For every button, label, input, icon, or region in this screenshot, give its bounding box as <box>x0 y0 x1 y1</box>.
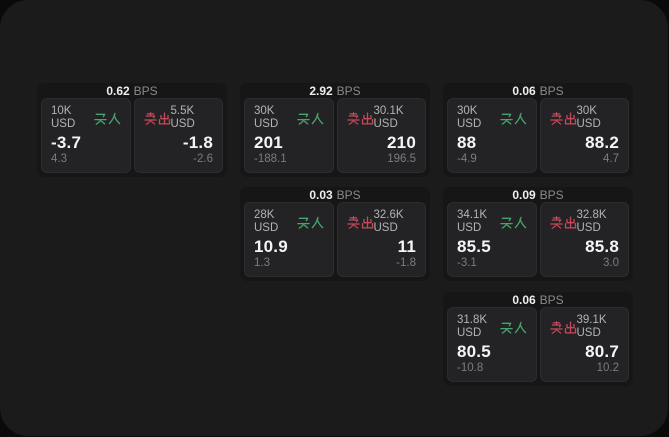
buy-price: 201 <box>254 133 283 152</box>
buy-change: -4.9 <box>457 153 477 165</box>
card-header: 0.03 BPS <box>240 187 430 202</box>
sell-amount: 32.8K USD <box>576 209 607 234</box>
bps-unit: BPS <box>336 83 361 98</box>
sell-quote-panel[interactable]: 30.1K USD 210 196.5 <box>336 98 426 173</box>
sell-quote-panel[interactable]: 32.6K USD 11 -1.8 <box>336 202 426 277</box>
buy-price: 10.9 <box>254 237 288 256</box>
sell-amount: 5.5K USD <box>170 105 195 130</box>
buy-price: 85.5 <box>457 237 491 256</box>
sell-change: 4.7 <box>603 153 619 165</box>
buy-amount: 31.8K USD <box>457 314 488 339</box>
buy-label-icon <box>499 216 527 229</box>
buy-change: -188.1 <box>254 153 287 165</box>
sell-price: 88.2 <box>585 133 619 152</box>
buy-label-icon <box>499 112 527 125</box>
buy-quote-panel[interactable]: 30K USD 88 -4.9 <box>447 98 537 173</box>
bps-value: 2.92 <box>309 83 333 98</box>
sell-label-icon <box>346 215 374 229</box>
bps-unit: BPS <box>539 83 564 98</box>
buy-quote-panel[interactable]: 28K USD 10.9 1.3 <box>244 202 334 277</box>
buy-amount: 10K USD <box>51 105 76 130</box>
sell-price: -1.8 <box>182 133 213 152</box>
buy-price: 80.5 <box>457 342 491 361</box>
bps-value: 0.62 <box>106 83 130 98</box>
buy-amount: 34.1K USD <box>457 209 488 234</box>
buy-quote-panel[interactable]: 30K USD 201 -188.1 <box>244 98 334 173</box>
sell-amount: 32.6K USD <box>373 209 404 234</box>
card-header: 2.92 BPS <box>240 83 430 98</box>
sell-label-icon <box>143 111 171 125</box>
buy-label-icon <box>296 112 324 125</box>
buy-price: 88 <box>457 133 477 152</box>
sell-label-icon <box>549 111 577 125</box>
sell-quote-panel[interactable]: 5.5K USD -1.8 -2.6 <box>133 98 223 173</box>
buy-quote-panel[interactable]: 31.8K USD 80.5 -10.8 <box>447 307 537 382</box>
bps-unit: BPS <box>133 83 158 98</box>
buy-label-icon <box>499 321 527 334</box>
bps-value: 0.09 <box>512 187 536 202</box>
sell-quote-panel[interactable]: 39.1K USD 80.7 10.2 <box>539 307 629 382</box>
sell-amount: 39.1K USD <box>576 314 607 339</box>
sell-change: 3.0 <box>603 257 619 269</box>
bps-unit: BPS <box>539 187 564 202</box>
sell-price: 85.8 <box>585 237 619 256</box>
card-header: 0.62 BPS <box>37 83 227 98</box>
quote-card-3: 0.06 BPS 30K USD 88 -4.9 30K USD 88.2 4.… <box>443 83 633 177</box>
card-header: 0.06 BPS <box>443 83 633 98</box>
quote-card-4: 0.03 BPS 28K USD 10.9 1.3 32.6K USD 11 -… <box>240 187 430 281</box>
quote-card-1: 0.62 BPS 10K USD -3.7 4.3 5.5K USD -1.8 … <box>37 83 227 177</box>
buy-label-icon <box>296 216 324 229</box>
buy-quote-panel[interactable]: 10K USD -3.7 4.3 <box>41 98 131 173</box>
sell-quote-panel[interactable]: 30K USD 88.2 4.7 <box>539 98 629 173</box>
bps-unit: BPS <box>539 292 564 307</box>
sell-price: 210 <box>387 133 416 152</box>
quote-card-6: 0.06 BPS 31.8K USD 80.5 -10.8 39.1K USD … <box>443 292 633 386</box>
sell-price: 11 <box>397 237 416 256</box>
card-header: 0.09 BPS <box>443 187 633 202</box>
bps-value: 0.06 <box>512 83 536 98</box>
buy-amount: 28K USD <box>254 209 279 234</box>
quote-card-2: 2.92 BPS 30K USD 201 -188.1 30.1K USD 21… <box>240 83 430 177</box>
sell-quote-panel[interactable]: 32.8K USD 85.8 3.0 <box>539 202 629 277</box>
sell-amount: 30K USD <box>576 105 601 130</box>
buy-change: -3.1 <box>457 257 477 269</box>
bps-value: 0.03 <box>309 187 333 202</box>
sell-change: 196.5 <box>387 153 416 165</box>
sell-change: -1.8 <box>396 257 416 269</box>
buy-label-icon <box>93 112 121 125</box>
sell-amount: 30.1K USD <box>373 105 404 130</box>
sell-price: 80.7 <box>585 342 619 361</box>
buy-change: 1.3 <box>254 257 270 269</box>
buy-price: -3.7 <box>51 133 82 152</box>
card-header: 0.06 BPS <box>443 292 633 307</box>
buy-change: -10.8 <box>457 362 484 374</box>
sell-label-icon <box>549 320 577 334</box>
quote-card-5: 0.09 BPS 34.1K USD 85.5 -3.1 32.8K USD 8… <box>443 187 633 281</box>
sell-change: -2.6 <box>193 153 213 165</box>
buy-amount: 30K USD <box>254 105 279 130</box>
buy-change: 4.3 <box>51 153 67 165</box>
sell-label-icon <box>346 111 374 125</box>
buy-amount: 30K USD <box>457 105 482 130</box>
sell-label-icon <box>549 215 577 229</box>
bps-value: 0.06 <box>512 292 536 307</box>
bps-unit: BPS <box>336 187 361 202</box>
sell-change: 10.2 <box>596 362 619 374</box>
buy-quote-panel[interactable]: 34.1K USD 85.5 -3.1 <box>447 202 537 277</box>
